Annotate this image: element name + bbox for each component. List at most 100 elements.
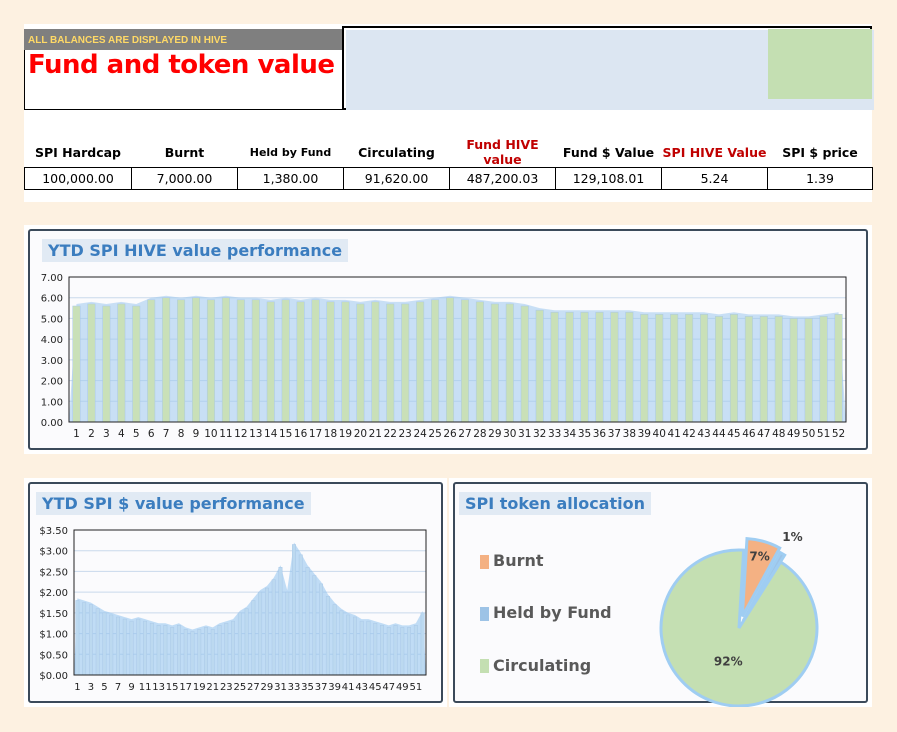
bar[interactable] bbox=[149, 622, 154, 676]
token-allocation-chart-card[interactable]: SPI token allocation Burnt Held by Fund … bbox=[449, 478, 872, 707]
bar[interactable] bbox=[251, 600, 256, 676]
bar[interactable] bbox=[72, 305, 81, 423]
bar[interactable] bbox=[715, 316, 723, 423]
bar[interactable] bbox=[292, 544, 296, 676]
bar[interactable] bbox=[217, 625, 222, 676]
bar[interactable] bbox=[296, 301, 305, 423]
bar[interactable] bbox=[298, 554, 303, 676]
bar[interactable] bbox=[744, 316, 753, 423]
bar[interactable] bbox=[610, 311, 619, 423]
bar[interactable] bbox=[759, 316, 768, 423]
bar[interactable] bbox=[446, 297, 455, 423]
bar[interactable] bbox=[550, 311, 559, 423]
bar[interactable] bbox=[431, 299, 440, 423]
bar[interactable] bbox=[386, 303, 395, 423]
bar[interactable] bbox=[789, 318, 798, 423]
bar[interactable] bbox=[352, 616, 357, 676]
bar[interactable] bbox=[400, 627, 405, 676]
bar[interactable] bbox=[685, 314, 694, 423]
bar[interactable] bbox=[311, 299, 320, 423]
bar[interactable] bbox=[236, 299, 245, 423]
bar[interactable] bbox=[143, 620, 148, 676]
bar[interactable] bbox=[475, 301, 484, 423]
value-spi-hive-value[interactable]: 5.24 bbox=[661, 167, 768, 190]
pie-slice-circulating[interactable] bbox=[659, 548, 819, 707]
bar[interactable] bbox=[258, 591, 263, 676]
bar[interactable] bbox=[580, 311, 589, 423]
bar[interactable] bbox=[700, 314, 709, 423]
bar[interactable] bbox=[244, 608, 249, 676]
bar[interactable] bbox=[102, 612, 107, 676]
bar[interactable] bbox=[359, 620, 364, 676]
bar[interactable] bbox=[640, 314, 649, 423]
bar[interactable] bbox=[116, 616, 120, 676]
bar[interactable] bbox=[190, 631, 195, 676]
bar[interactable] bbox=[339, 610, 344, 676]
bar[interactable] bbox=[393, 625, 398, 676]
bar[interactable] bbox=[565, 311, 574, 423]
value-spi-hardcap[interactable]: 100,000.00 bbox=[24, 167, 132, 190]
bar[interactable] bbox=[460, 299, 469, 423]
bar[interactable] bbox=[305, 567, 310, 676]
bar[interactable] bbox=[386, 627, 391, 676]
bar[interactable] bbox=[204, 627, 208, 676]
bar[interactable] bbox=[266, 301, 275, 423]
bar[interactable] bbox=[117, 303, 126, 423]
bar[interactable] bbox=[278, 567, 283, 676]
bar[interactable] bbox=[183, 629, 188, 676]
bar[interactable] bbox=[264, 587, 269, 676]
bar[interactable] bbox=[332, 604, 337, 676]
bar[interactable] bbox=[625, 311, 634, 423]
bar[interactable] bbox=[413, 625, 418, 676]
value-spi-dollar-price[interactable]: 1.39 bbox=[767, 167, 873, 190]
pie-slice-burnt[interactable] bbox=[740, 537, 782, 618]
value-circulating[interactable]: 91,620.00 bbox=[343, 167, 450, 190]
bar[interactable] bbox=[251, 299, 260, 423]
bar[interactable] bbox=[490, 303, 499, 423]
bar[interactable] bbox=[380, 625, 384, 676]
bar[interactable] bbox=[87, 303, 96, 423]
bar[interactable] bbox=[177, 299, 186, 423]
bar[interactable] bbox=[136, 618, 141, 676]
bar[interactable] bbox=[129, 620, 134, 676]
bar[interactable] bbox=[326, 301, 335, 423]
bar[interactable] bbox=[774, 316, 783, 423]
bar[interactable] bbox=[95, 608, 100, 676]
bar[interactable] bbox=[595, 311, 604, 423]
bar[interactable] bbox=[206, 299, 215, 423]
bar[interactable] bbox=[312, 575, 317, 676]
value-burnt[interactable]: 7,000.00 bbox=[131, 167, 238, 190]
bar[interactable] bbox=[221, 297, 230, 423]
bar[interactable] bbox=[535, 309, 544, 423]
value-fund-dollar-value[interactable]: 129,108.01 bbox=[555, 167, 662, 190]
bar[interactable] bbox=[346, 614, 351, 676]
bar[interactable] bbox=[319, 583, 324, 676]
bar[interactable] bbox=[170, 627, 175, 676]
bar[interactable] bbox=[407, 627, 412, 676]
bar[interactable] bbox=[162, 297, 171, 423]
bar[interactable] bbox=[416, 301, 425, 423]
bar[interactable] bbox=[122, 618, 127, 676]
bar[interactable] bbox=[102, 305, 111, 423]
bar[interactable] bbox=[729, 314, 738, 423]
bar[interactable] bbox=[285, 591, 290, 676]
bar[interactable] bbox=[75, 600, 80, 676]
bar[interactable] bbox=[237, 612, 242, 676]
hive-value-chart-card[interactable]: YTD SPI HIVE value performance 0.00 1.00 2… bbox=[24, 225, 872, 454]
bar[interactable] bbox=[834, 314, 843, 423]
bar[interactable] bbox=[655, 314, 664, 423]
bar[interactable] bbox=[356, 303, 365, 423]
bar[interactable] bbox=[371, 301, 380, 423]
bar[interactable] bbox=[224, 622, 229, 676]
bar[interactable] bbox=[281, 299, 290, 423]
bar[interactable] bbox=[373, 622, 378, 676]
bar[interactable] bbox=[176, 625, 181, 676]
value-fund-hive-value[interactable]: 487,200.03 bbox=[449, 167, 556, 190]
bar[interactable] bbox=[231, 620, 236, 676]
bar[interactable] bbox=[670, 314, 679, 423]
bar[interactable] bbox=[420, 612, 425, 676]
value-held-by-fund[interactable]: 1,380.00 bbox=[237, 167, 344, 190]
dollar-value-chart-card[interactable]: YTD SPI $ value performance $0.00 $0.50 $1… bbox=[24, 478, 447, 707]
bar[interactable] bbox=[197, 629, 202, 676]
bar[interactable] bbox=[109, 614, 114, 676]
